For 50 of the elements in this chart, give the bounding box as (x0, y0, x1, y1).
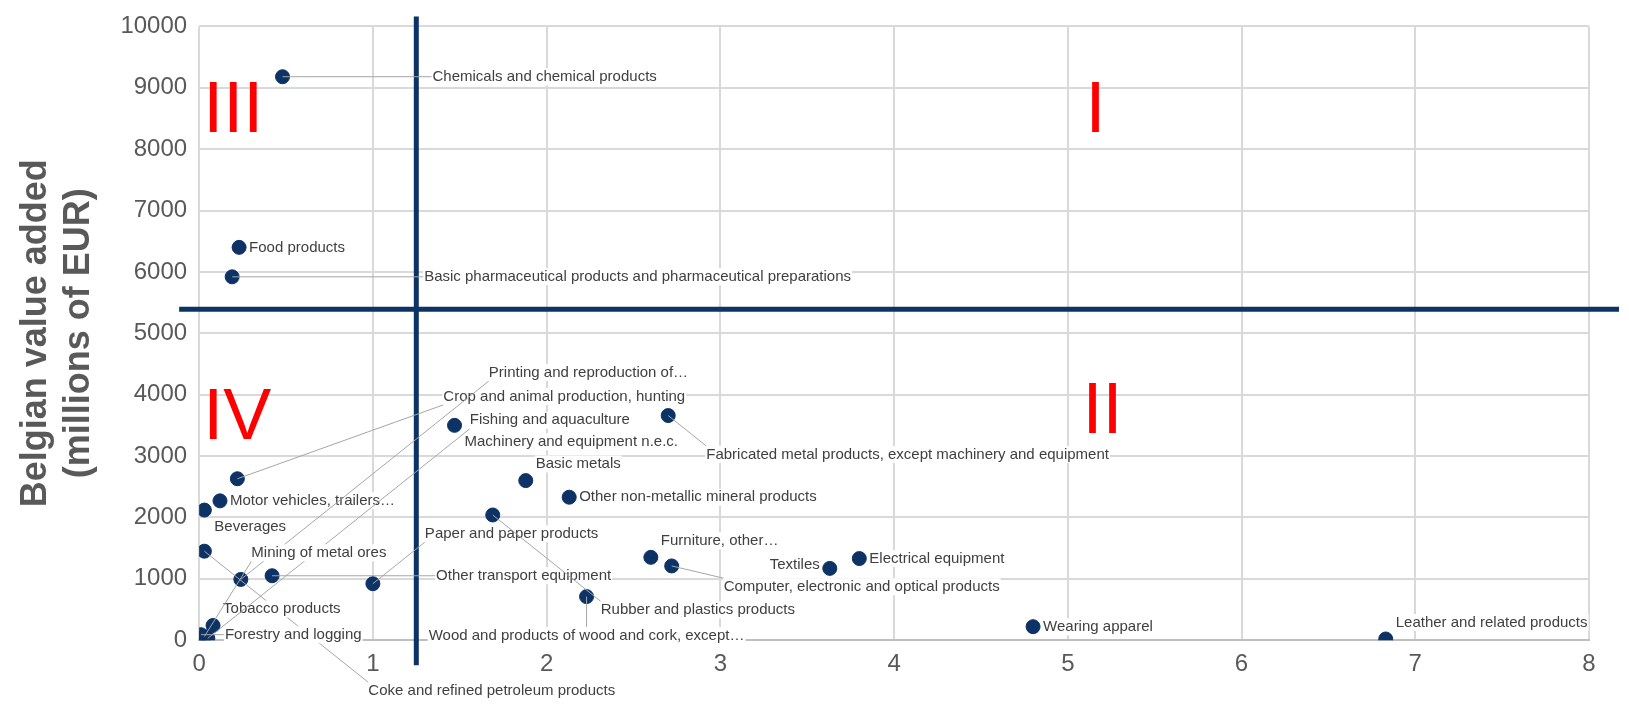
annotation: Motor vehicles, trailers… (229, 491, 396, 509)
y-tick-label: 10000 (120, 11, 188, 39)
x-tick-label: 7 (1408, 649, 1422, 677)
annotation: Electrical equipment (869, 548, 1006, 566)
x-tick-label: 8 (1582, 649, 1596, 677)
x-tick-label: 0 (192, 649, 206, 677)
annotation: Wood and products of wood and cork, except… (428, 625, 745, 643)
annotation: Food products (249, 237, 345, 255)
annotation: Crop and animal production, hunting (443, 386, 686, 404)
annotation: III (203, 67, 264, 148)
annotation: Paper and paper products (424, 523, 599, 541)
annotation: Computer, electronic and optical products (723, 576, 1000, 594)
y-tick-label: 6000 (133, 256, 188, 284)
annotation: Textiles (769, 554, 820, 572)
y-tick-label: 0 (173, 624, 188, 652)
annotation: Beverages (214, 516, 287, 534)
x-tick-label: 6 (1234, 649, 1249, 677)
x-tick-label: 1 (366, 649, 380, 677)
annotation: Printing and reproduction of… (488, 362, 689, 380)
y-tick-label: 4000 (133, 379, 188, 407)
annotation: Other transport equipment (436, 565, 613, 583)
y-tick-label: 9000 (133, 72, 188, 100)
annotation: Machinery and equipment n.e.c. (464, 432, 678, 450)
annotation: Leather and related products (1395, 612, 1588, 630)
annotation: Fabricated metal products, except machinery and equipment (706, 444, 1110, 462)
annotation: Coke and refined petroleum products (368, 681, 616, 699)
x-tick-label: 5 (1061, 649, 1075, 677)
y-tick-label: 5000 (133, 317, 188, 345)
annotation: Furniture, other… (660, 530, 779, 548)
y-tick-label: 2000 (133, 502, 188, 530)
y-tick-label: 7000 (133, 195, 188, 223)
annotation: Wearing apparel (1043, 616, 1153, 634)
y-tick-label: 3000 (133, 440, 188, 468)
x-tick-label: 3 (713, 649, 728, 677)
y-tick-label: 8000 (133, 133, 188, 161)
y-axis-title: Belgian value added (millions of EUR) (12, 159, 97, 508)
annotation: Other non-metallic mineral products (579, 487, 817, 505)
annotation: I (1085, 67, 1106, 148)
annotation: Basic pharmaceutical products and pharmaceutical preparations (424, 266, 852, 284)
annotation: Rubber and plastics products (600, 600, 796, 618)
annotation: Forestry and logging (224, 624, 362, 642)
annotation: Tobacco products (223, 599, 341, 617)
annotation: Basic metals (535, 454, 621, 472)
x-tick-label: 2 (539, 649, 554, 677)
annotation: Fishing and aquaculture (469, 410, 630, 428)
annotation: IV (203, 374, 272, 455)
y-tick-label: 1000 (133, 563, 188, 591)
annotation: Chemicals and chemical products (432, 66, 657, 84)
annotation: Mining of metal ores (251, 542, 387, 560)
x-tick-label: 4 (887, 649, 901, 677)
